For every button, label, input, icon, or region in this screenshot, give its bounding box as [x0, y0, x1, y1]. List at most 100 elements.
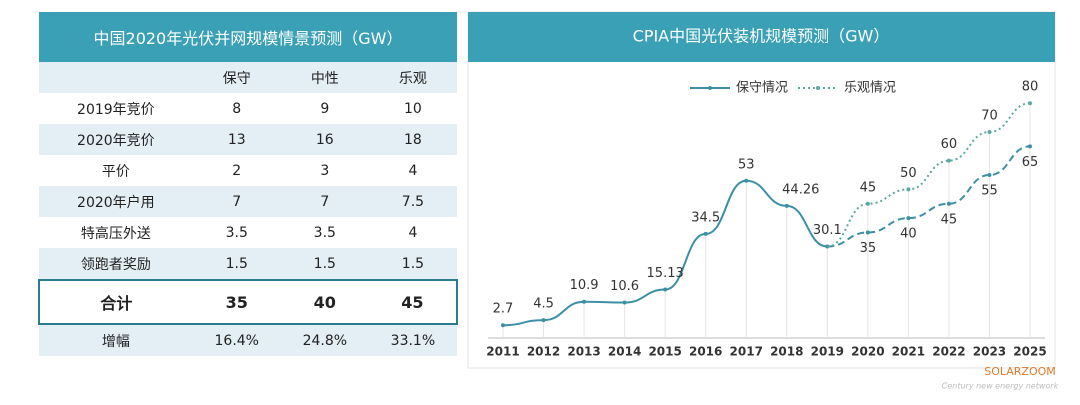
point	[906, 187, 911, 192]
x-tick-label: 2015	[648, 345, 681, 359]
point	[987, 173, 992, 178]
data-label: 2.7	[493, 302, 514, 317]
x-tick-label: 2013	[567, 345, 600, 359]
x-tick-label: 2018	[770, 345, 803, 359]
legend-label: 乐观情况	[844, 81, 896, 96]
point	[541, 318, 546, 323]
table-title: 中国2020年光伏并网规模情景预测（GW）	[39, 12, 457, 62]
cell: 1.5	[192, 248, 281, 280]
data-label: 60	[941, 137, 958, 152]
cell: 4	[408, 162, 418, 179]
point	[744, 178, 749, 183]
point	[865, 201, 870, 206]
data-label: 15.13	[647, 266, 684, 281]
data-label: 4.5	[533, 297, 554, 312]
series-line	[502, 179, 828, 327]
point	[946, 158, 951, 163]
column-header: 中性	[280, 62, 369, 93]
column-header: 保守	[192, 62, 281, 93]
data-label: 70	[981, 108, 998, 123]
series-line	[827, 102, 1031, 248]
column-header: 乐观	[368, 62, 457, 93]
point	[663, 287, 668, 292]
cell: 40	[280, 279, 369, 325]
cell: 2	[232, 162, 242, 179]
data-label: 80	[1022, 80, 1039, 95]
data-label: 55	[981, 184, 998, 199]
cell: 8	[232, 100, 242, 117]
row-label: 增幅	[39, 324, 193, 356]
legend-marker	[816, 86, 820, 90]
cell: 33.1%	[368, 324, 457, 356]
x-tick-label: 2011	[486, 345, 519, 359]
row-label: 2019年竞价	[77, 101, 155, 118]
x-tick-label: 2022	[932, 345, 965, 359]
watermark-brand: SOLARZOOM	[984, 365, 1056, 378]
data-label: 35	[860, 241, 877, 256]
x-tick-label: 2017	[730, 345, 763, 359]
table-row: 增幅 16.4% 24.8% 33.1%	[39, 324, 457, 356]
row-label: 特高压外送	[80, 225, 151, 242]
row-label: 领跑者奖励	[39, 248, 193, 280]
data-label: 45	[860, 180, 877, 195]
x-tick-label: 2012	[527, 345, 560, 359]
cell: 9	[320, 100, 330, 117]
x-tick-label: 2019	[811, 345, 844, 359]
row-label: 平价	[101, 163, 130, 180]
data-label: 40	[900, 227, 917, 242]
chart-title: CPIA中国光伏装机规模预测（GW）	[633, 27, 890, 46]
point	[582, 299, 587, 304]
cell: 45	[368, 279, 459, 325]
corner-cell	[39, 62, 193, 93]
data-label: 30.1	[813, 223, 842, 238]
x-tick-label: 2021	[892, 345, 925, 359]
point	[946, 201, 951, 206]
cell: 7	[192, 186, 281, 217]
point	[622, 300, 627, 305]
cell: 3	[320, 162, 330, 179]
row-label: 2020年竞价	[39, 124, 193, 155]
point	[703, 231, 708, 236]
data-label: 44.26	[782, 182, 819, 197]
watermark-tagline: Century new energy network	[942, 382, 1059, 391]
cell: 24.8%	[280, 324, 369, 356]
point	[1028, 144, 1032, 149]
cell: 13	[192, 124, 281, 155]
point	[906, 216, 911, 221]
table-row: 合计 35 40 45	[38, 279, 459, 325]
cell: 1.5	[280, 248, 369, 280]
header-row: 保守 中性 乐观	[39, 62, 457, 93]
row-label: 2020年户用	[39, 186, 193, 217]
x-tick-label: 2020	[851, 345, 884, 359]
data-label: 53	[738, 157, 755, 172]
table-row: 特高压外送 3.5 3.5 4	[39, 217, 457, 248]
data-label: 50	[900, 166, 917, 181]
legend-label: 保守情况	[736, 81, 788, 96]
cell: 16.4%	[192, 324, 281, 356]
table-row: 2020年户用 7 7 7.5	[39, 186, 457, 217]
chart-header	[468, 12, 1055, 62]
cell: 18	[368, 124, 457, 155]
data-label: 45	[941, 212, 958, 227]
table-row: 平价 2 3 4	[39, 155, 457, 186]
row-label: 合计	[38, 279, 193, 325]
x-tick-label: 2014	[608, 345, 641, 359]
chart-panel	[467, 11, 1056, 369]
point	[784, 203, 789, 208]
legend-marker	[708, 86, 712, 90]
series-line	[827, 145, 1031, 248]
cell: 3.5	[225, 224, 248, 241]
point	[501, 323, 505, 328]
table-row: 领跑者奖励 1.5 1.5 1.5	[39, 248, 457, 280]
point	[1028, 101, 1032, 106]
point	[987, 129, 992, 134]
cell: 10	[404, 100, 422, 117]
data-label: 34.5	[691, 210, 720, 225]
point	[865, 230, 870, 235]
cell: 1.5	[368, 248, 457, 280]
cell: 16	[280, 124, 369, 155]
data-label: 10.9	[570, 278, 599, 293]
scenario-table: 中国2020年光伏并网规模情景预测（GW） 保守 中性 乐观 2019年竞价 8 9 10 2…	[38, 12, 459, 356]
